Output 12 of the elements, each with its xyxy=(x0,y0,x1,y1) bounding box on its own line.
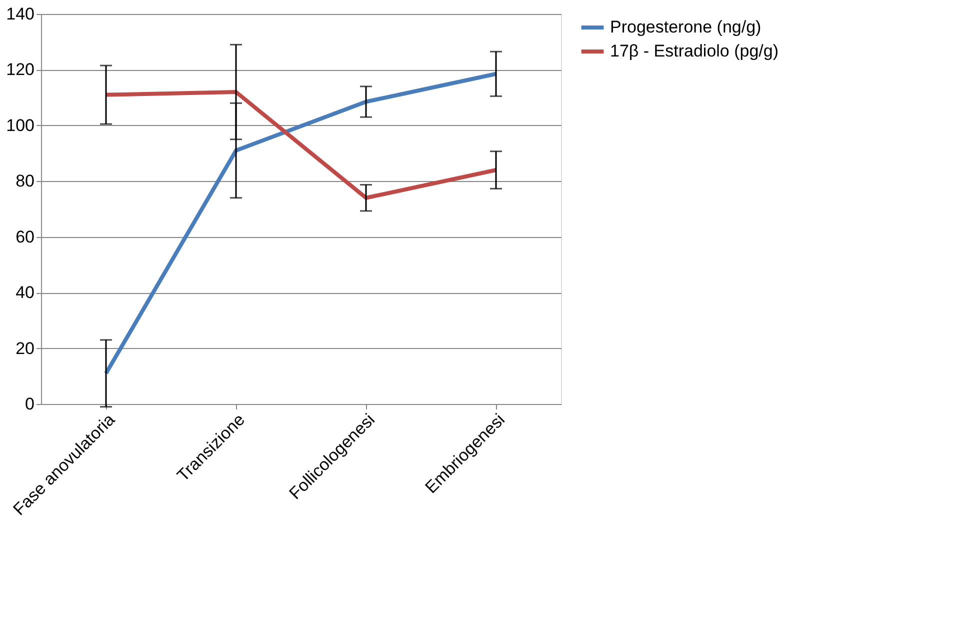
y-tick-label: 60 xyxy=(16,227,34,246)
legend-label: Progesterone (ng/g) xyxy=(610,18,762,36)
line-series xyxy=(104,72,498,376)
y-tick-label: 140 xyxy=(6,4,34,24)
y-tick-label: 0 xyxy=(25,394,34,414)
y-tick-label: 120 xyxy=(6,60,34,80)
y-tick-label: 20 xyxy=(16,338,34,358)
y-tick-label: 80 xyxy=(16,172,34,191)
y-tick-label: 40 xyxy=(16,283,34,302)
legend-label: 17β - Estradiolo (pg/g) xyxy=(610,42,779,60)
y-tick-label: 100 xyxy=(6,116,34,135)
line-series xyxy=(104,90,498,200)
